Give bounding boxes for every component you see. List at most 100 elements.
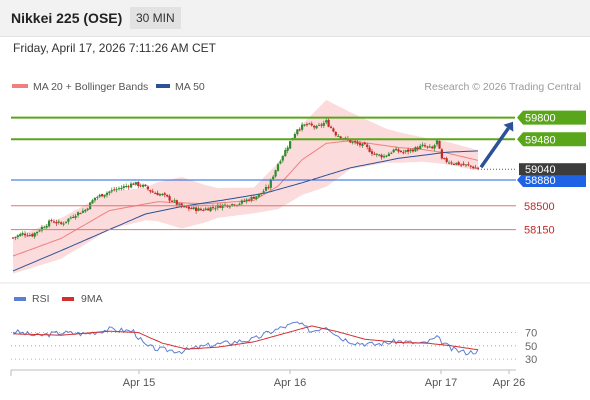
candle	[363, 141, 366, 145]
candle	[409, 148, 412, 154]
candle-body	[450, 162, 453, 164]
interval-button[interactable]: 30 MIN	[130, 7, 181, 29]
candle-body	[284, 150, 287, 157]
candle	[358, 141, 361, 148]
candle-body	[120, 187, 123, 189]
candle-body	[199, 208, 202, 210]
candle	[329, 125, 333, 129]
candle	[84, 208, 87, 213]
candle-body	[274, 170, 277, 177]
candle	[315, 124, 318, 130]
candle	[168, 194, 171, 204]
level-tag-59800	[517, 110, 586, 125]
candle-body	[248, 199, 251, 201]
candle-body	[443, 158, 446, 160]
candle	[260, 192, 263, 197]
candle-body	[255, 196, 258, 199]
candle	[431, 145, 434, 150]
candle	[139, 183, 142, 188]
candle-body	[146, 186, 149, 190]
candle	[368, 145, 371, 153]
forecast-arrow-shaft	[479, 127, 510, 169]
candle-body	[469, 165, 472, 167]
candle-body	[228, 206, 231, 208]
candle-body	[231, 204, 234, 206]
candle	[62, 221, 65, 227]
candle	[397, 147, 400, 154]
candle	[130, 181, 133, 189]
candle-body	[332, 128, 335, 132]
candle	[301, 122, 304, 132]
candle	[151, 188, 154, 193]
candle-body	[144, 184, 147, 187]
candle	[445, 156, 448, 164]
candle	[354, 140, 357, 145]
candle-body	[464, 164, 468, 166]
candle	[93, 197, 96, 203]
candle	[435, 140, 439, 147]
candle	[79, 212, 82, 215]
candle	[308, 122, 311, 125]
legend-swatch-ma50	[156, 84, 170, 88]
candle	[132, 182, 135, 185]
candle	[166, 194, 169, 198]
candle	[378, 153, 381, 157]
candle-body	[52, 221, 56, 223]
candle-body	[445, 158, 448, 162]
candle-body	[132, 183, 135, 185]
x-tick-label: Apr 26	[493, 377, 525, 389]
candle-body	[139, 185, 142, 187]
candle	[11, 237, 15, 239]
candle	[199, 207, 202, 212]
candle	[55, 219, 58, 226]
candle-body	[310, 123, 313, 126]
candle	[19, 232, 22, 237]
candle-body	[317, 124, 321, 126]
candle-body	[281, 156, 284, 161]
candle	[317, 122, 321, 126]
candle-body	[91, 200, 94, 204]
candle-body	[60, 222, 63, 224]
candle	[305, 122, 308, 127]
candle-body	[26, 235, 29, 237]
candle-body	[380, 154, 383, 158]
candle	[48, 219, 51, 228]
candle-body	[276, 164, 280, 171]
candle	[91, 198, 94, 204]
candle-body	[38, 230, 41, 232]
candle-body	[64, 221, 68, 223]
candle-body	[269, 179, 272, 188]
candle-body	[250, 196, 253, 201]
candle	[31, 232, 34, 238]
candle	[462, 161, 465, 166]
candle	[108, 190, 111, 196]
candle-body	[298, 129, 301, 131]
x-tick-label: Apr 16	[274, 377, 306, 389]
candle-body	[387, 153, 390, 156]
candle	[45, 224, 48, 230]
candle-body	[122, 186, 125, 188]
candle	[392, 148, 395, 153]
candle-body	[361, 143, 364, 146]
candle-body	[36, 231, 39, 234]
candle	[382, 153, 386, 159]
candle	[361, 142, 364, 148]
candle-body	[211, 207, 215, 209]
candle-body	[358, 143, 361, 146]
candle-body	[460, 164, 463, 166]
candle	[161, 193, 164, 196]
candle-body	[243, 200, 246, 202]
candle	[356, 139, 359, 146]
chart-header: Nikkei 225 (OSE) 30 MIN	[0, 0, 590, 37]
candle-body	[125, 186, 128, 187]
candle	[320, 122, 323, 128]
candle	[96, 195, 99, 200]
candle-body	[209, 207, 212, 212]
level-tag-59480	[517, 132, 586, 147]
candle	[313, 124, 316, 130]
candle-body	[462, 163, 465, 165]
candle-body	[337, 135, 340, 137]
candle-body	[411, 149, 414, 152]
candle-body	[414, 147, 417, 152]
